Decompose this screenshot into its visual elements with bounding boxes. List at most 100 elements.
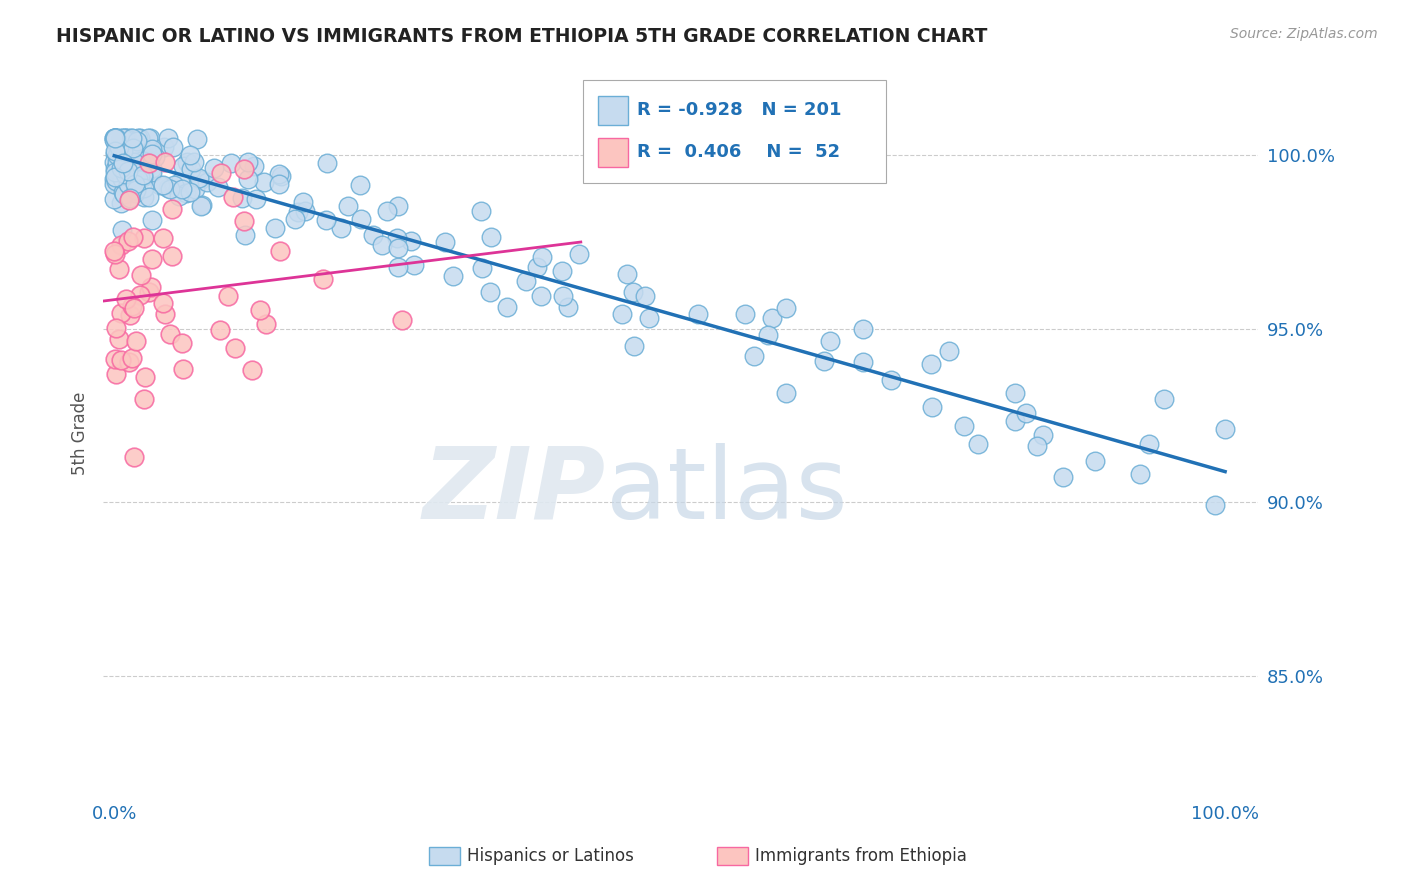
Point xyxy=(270,169,292,183)
Point xyxy=(141,213,163,227)
Point xyxy=(478,285,501,299)
Point xyxy=(1032,427,1054,442)
Point xyxy=(103,131,125,145)
Point xyxy=(141,252,163,266)
Point xyxy=(920,357,942,371)
Point xyxy=(104,131,127,145)
Point xyxy=(387,241,409,255)
Point xyxy=(112,187,135,202)
Point xyxy=(118,308,141,322)
Point xyxy=(157,181,180,195)
Point xyxy=(125,138,148,153)
Point xyxy=(179,148,201,162)
Point xyxy=(118,355,141,369)
Point xyxy=(219,156,242,170)
Point xyxy=(621,285,644,300)
Point xyxy=(479,230,502,244)
Point xyxy=(122,155,145,169)
Point xyxy=(1137,436,1160,450)
Point xyxy=(1204,498,1226,512)
Point xyxy=(104,132,127,146)
Point xyxy=(202,161,225,175)
Point xyxy=(132,168,155,182)
Text: Hispanics or Latinos: Hispanics or Latinos xyxy=(467,847,634,865)
Point xyxy=(153,307,176,321)
Point xyxy=(134,190,156,204)
Point xyxy=(184,182,207,196)
Point xyxy=(531,250,554,264)
Point xyxy=(138,156,160,170)
Point xyxy=(141,164,163,178)
Point xyxy=(111,144,134,158)
Point xyxy=(195,175,218,189)
Point xyxy=(209,322,232,336)
Text: R = -0.928   N = 201: R = -0.928 N = 201 xyxy=(637,101,841,119)
Point xyxy=(315,213,337,227)
Point xyxy=(103,244,125,259)
Point xyxy=(104,135,127,149)
Point xyxy=(128,142,150,156)
Point xyxy=(129,153,152,167)
Point xyxy=(125,160,148,174)
Point xyxy=(120,131,142,145)
Point xyxy=(157,131,180,145)
Point xyxy=(104,146,127,161)
Point xyxy=(120,190,142,204)
Point xyxy=(138,285,160,300)
Point xyxy=(209,166,232,180)
Text: R =  0.406    N =  52: R = 0.406 N = 52 xyxy=(637,143,839,161)
Point xyxy=(172,159,194,173)
Point xyxy=(222,190,245,204)
Point xyxy=(138,190,160,204)
Point xyxy=(105,155,128,169)
Point xyxy=(139,280,162,294)
Point xyxy=(103,177,125,191)
Point xyxy=(104,131,127,145)
Point xyxy=(269,244,291,258)
Point xyxy=(169,175,191,189)
Point xyxy=(387,260,409,274)
Point xyxy=(103,133,125,147)
Point xyxy=(114,154,136,169)
Point xyxy=(108,141,131,155)
Point xyxy=(110,161,132,175)
Point xyxy=(385,231,408,245)
Point xyxy=(117,177,139,191)
Point xyxy=(515,274,537,288)
Point xyxy=(134,392,156,407)
Point xyxy=(638,310,661,325)
Point xyxy=(688,307,710,321)
Point xyxy=(224,341,246,355)
Point xyxy=(127,131,149,145)
Point xyxy=(160,202,183,217)
Point xyxy=(104,131,127,145)
Point xyxy=(124,186,146,201)
Point xyxy=(568,246,591,260)
Point xyxy=(139,153,162,167)
Point xyxy=(921,401,943,415)
Point xyxy=(103,131,125,145)
Point xyxy=(125,334,148,348)
Point xyxy=(852,322,875,336)
Point xyxy=(110,237,132,252)
Point xyxy=(264,221,287,235)
Point xyxy=(1153,392,1175,407)
Point xyxy=(128,170,150,185)
Point xyxy=(129,131,152,145)
Point xyxy=(399,235,422,249)
Text: Immigrants from Ethiopia: Immigrants from Ethiopia xyxy=(755,847,967,865)
Point xyxy=(775,386,797,401)
Point xyxy=(526,260,548,274)
Point xyxy=(551,288,574,302)
Point xyxy=(129,153,152,168)
Point xyxy=(294,204,316,219)
Point xyxy=(120,180,142,194)
Point xyxy=(818,334,841,348)
Point xyxy=(127,172,149,186)
Point xyxy=(238,172,260,186)
Point xyxy=(149,178,172,193)
Point xyxy=(160,249,183,263)
Point xyxy=(249,302,271,317)
Point xyxy=(315,156,337,170)
Text: Source: ZipAtlas.com: Source: ZipAtlas.com xyxy=(1230,27,1378,41)
